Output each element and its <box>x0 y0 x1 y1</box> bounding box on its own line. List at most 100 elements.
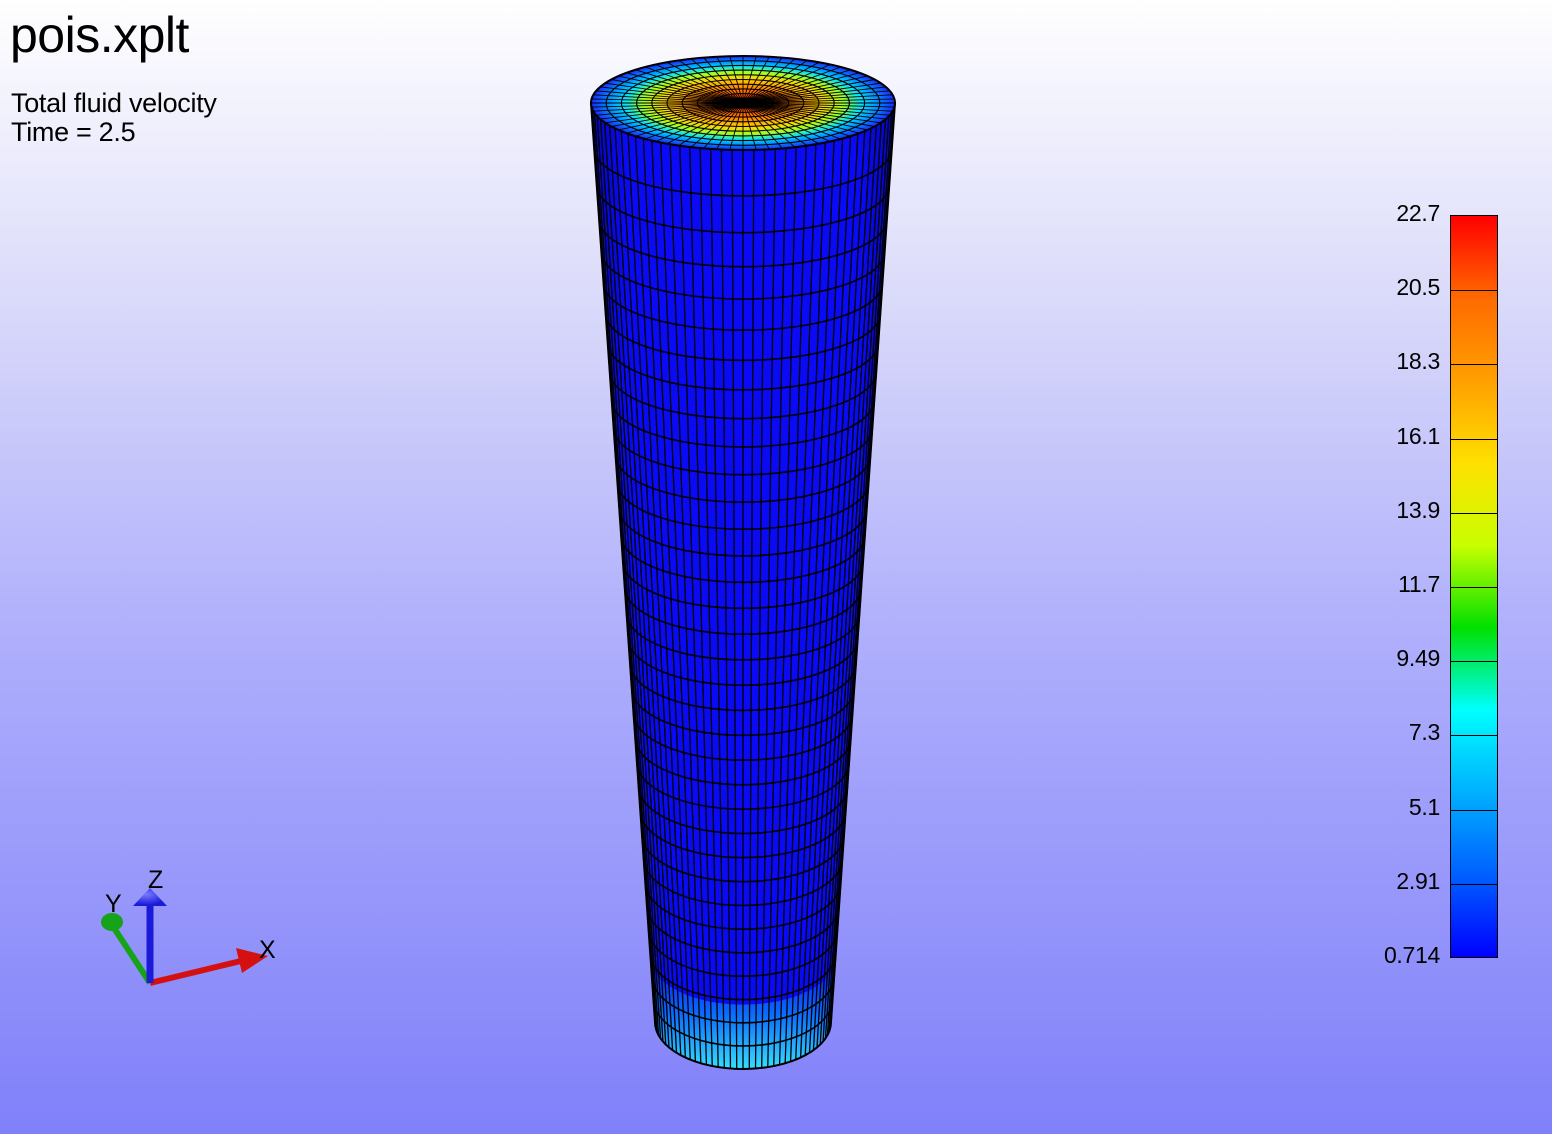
cap-spoke <box>744 106 770 150</box>
cap-spoke <box>745 57 783 100</box>
mesh-ring <box>642 858 844 907</box>
mesh-ring <box>606 342 880 391</box>
legend-tick <box>1451 439 1497 440</box>
cap-spoke <box>755 102 895 108</box>
cap-spoke <box>703 106 741 149</box>
cap-spoke <box>645 66 736 101</box>
mesh-line <box>627 133 678 1053</box>
legend-tick-label: 18.3 <box>1396 348 1440 375</box>
x-axis-label: X <box>259 936 276 964</box>
color-legend-bar <box>1450 215 1498 958</box>
mesh-line <box>754 149 766 1069</box>
cap-spoke <box>635 69 735 101</box>
mesh-ring <box>652 998 834 1047</box>
cap-spoke <box>752 75 868 102</box>
mesh-ring <box>646 905 840 954</box>
cap-spoke <box>729 106 743 150</box>
cap-spoke <box>729 56 743 100</box>
y-axis-arrowhead <box>101 913 123 931</box>
mesh-line <box>608 125 667 1045</box>
mesh-line <box>720 149 732 1069</box>
cap-spoke <box>596 103 732 116</box>
mesh-line <box>822 122 882 1042</box>
mesh-ring <box>614 455 872 503</box>
mesh-line <box>773 147 797 1067</box>
mesh-ring <box>632 713 854 761</box>
cap-spoke <box>753 104 881 124</box>
cap-spoke <box>748 61 820 101</box>
cap-center <box>724 97 762 109</box>
cap-spoke <box>754 94 893 103</box>
cap-spoke <box>605 82 733 102</box>
mesh-line <box>748 149 755 1069</box>
y-axis-label: Y <box>105 890 122 918</box>
mesh-line <box>660 142 697 1062</box>
cap-spoke <box>591 102 731 108</box>
cap-spoke <box>754 86 886 103</box>
cap-spoke <box>678 106 739 146</box>
legend-tick-label: 20.5 <box>1396 274 1440 301</box>
cap-spoke <box>754 103 886 120</box>
legend-tick <box>1451 735 1497 736</box>
cap-spoke <box>752 104 868 131</box>
mesh-line <box>789 142 826 1062</box>
cap-spoke <box>745 106 783 149</box>
mesh-line <box>812 131 866 1051</box>
mesh-line <box>731 149 738 1069</box>
cap-spoke <box>600 86 732 103</box>
mesh-line <box>804 136 852 1056</box>
x-axis-arrowhead <box>236 948 268 973</box>
cap-spoke <box>666 105 738 145</box>
legend-tick-label: 2.91 <box>1396 868 1440 895</box>
cap-spoke <box>678 60 739 100</box>
mesh-line <box>767 148 787 1068</box>
cap-spoke <box>591 98 731 104</box>
cap-spoke <box>754 90 890 103</box>
cap-spoke <box>655 64 737 101</box>
mesh-ring <box>641 834 845 883</box>
mesh-ring <box>627 638 859 686</box>
legend-tick <box>1451 364 1497 365</box>
cap-spoke <box>750 66 841 101</box>
z-axis-arrowhead <box>133 888 167 906</box>
mesh-line <box>642 138 687 1058</box>
cap-spoke <box>626 104 734 134</box>
legend-tick-label: 13.9 <box>1396 497 1440 524</box>
cap-spoke <box>611 104 733 127</box>
cap-spoke <box>600 103 732 120</box>
cap-spoke <box>635 105 735 137</box>
mesh-ring <box>620 535 866 584</box>
tube-outline <box>589 102 897 1070</box>
variable-label: Total fluid velocity <box>11 88 217 118</box>
legend-tick <box>1451 587 1497 588</box>
cap-spoke <box>593 103 732 112</box>
cap-spoke <box>748 105 820 145</box>
cap-spoke <box>611 79 733 102</box>
mesh-line <box>614 128 670 1048</box>
mesh-line <box>761 148 776 1068</box>
mesh-ring <box>598 219 888 268</box>
cap-spoke <box>752 72 860 102</box>
cap-spoke <box>753 79 875 102</box>
cap-spoke <box>605 104 733 124</box>
cap-spoke <box>749 64 831 101</box>
mesh-line <box>669 144 702 1064</box>
legend-tick-label: 0.714 <box>1383 942 1440 969</box>
legend-tick-label: 7.3 <box>1408 719 1440 746</box>
axis-triad: X Y Z <box>101 866 276 986</box>
cap-spoke <box>746 106 796 148</box>
cap-spoke <box>618 75 734 102</box>
mesh-line <box>795 140 835 1060</box>
plot-info: Total fluid velocity Time = 2.5 <box>11 89 217 147</box>
mesh-line <box>689 147 713 1067</box>
mesh-line <box>651 140 691 1060</box>
cap-spoke <box>690 106 740 148</box>
cap-spoke <box>596 90 732 103</box>
mesh-line <box>634 136 682 1056</box>
cap-spoke <box>645 105 736 140</box>
mesh-ring <box>602 283 884 331</box>
mesh-ring <box>634 737 852 786</box>
cap-spoke <box>744 56 770 100</box>
